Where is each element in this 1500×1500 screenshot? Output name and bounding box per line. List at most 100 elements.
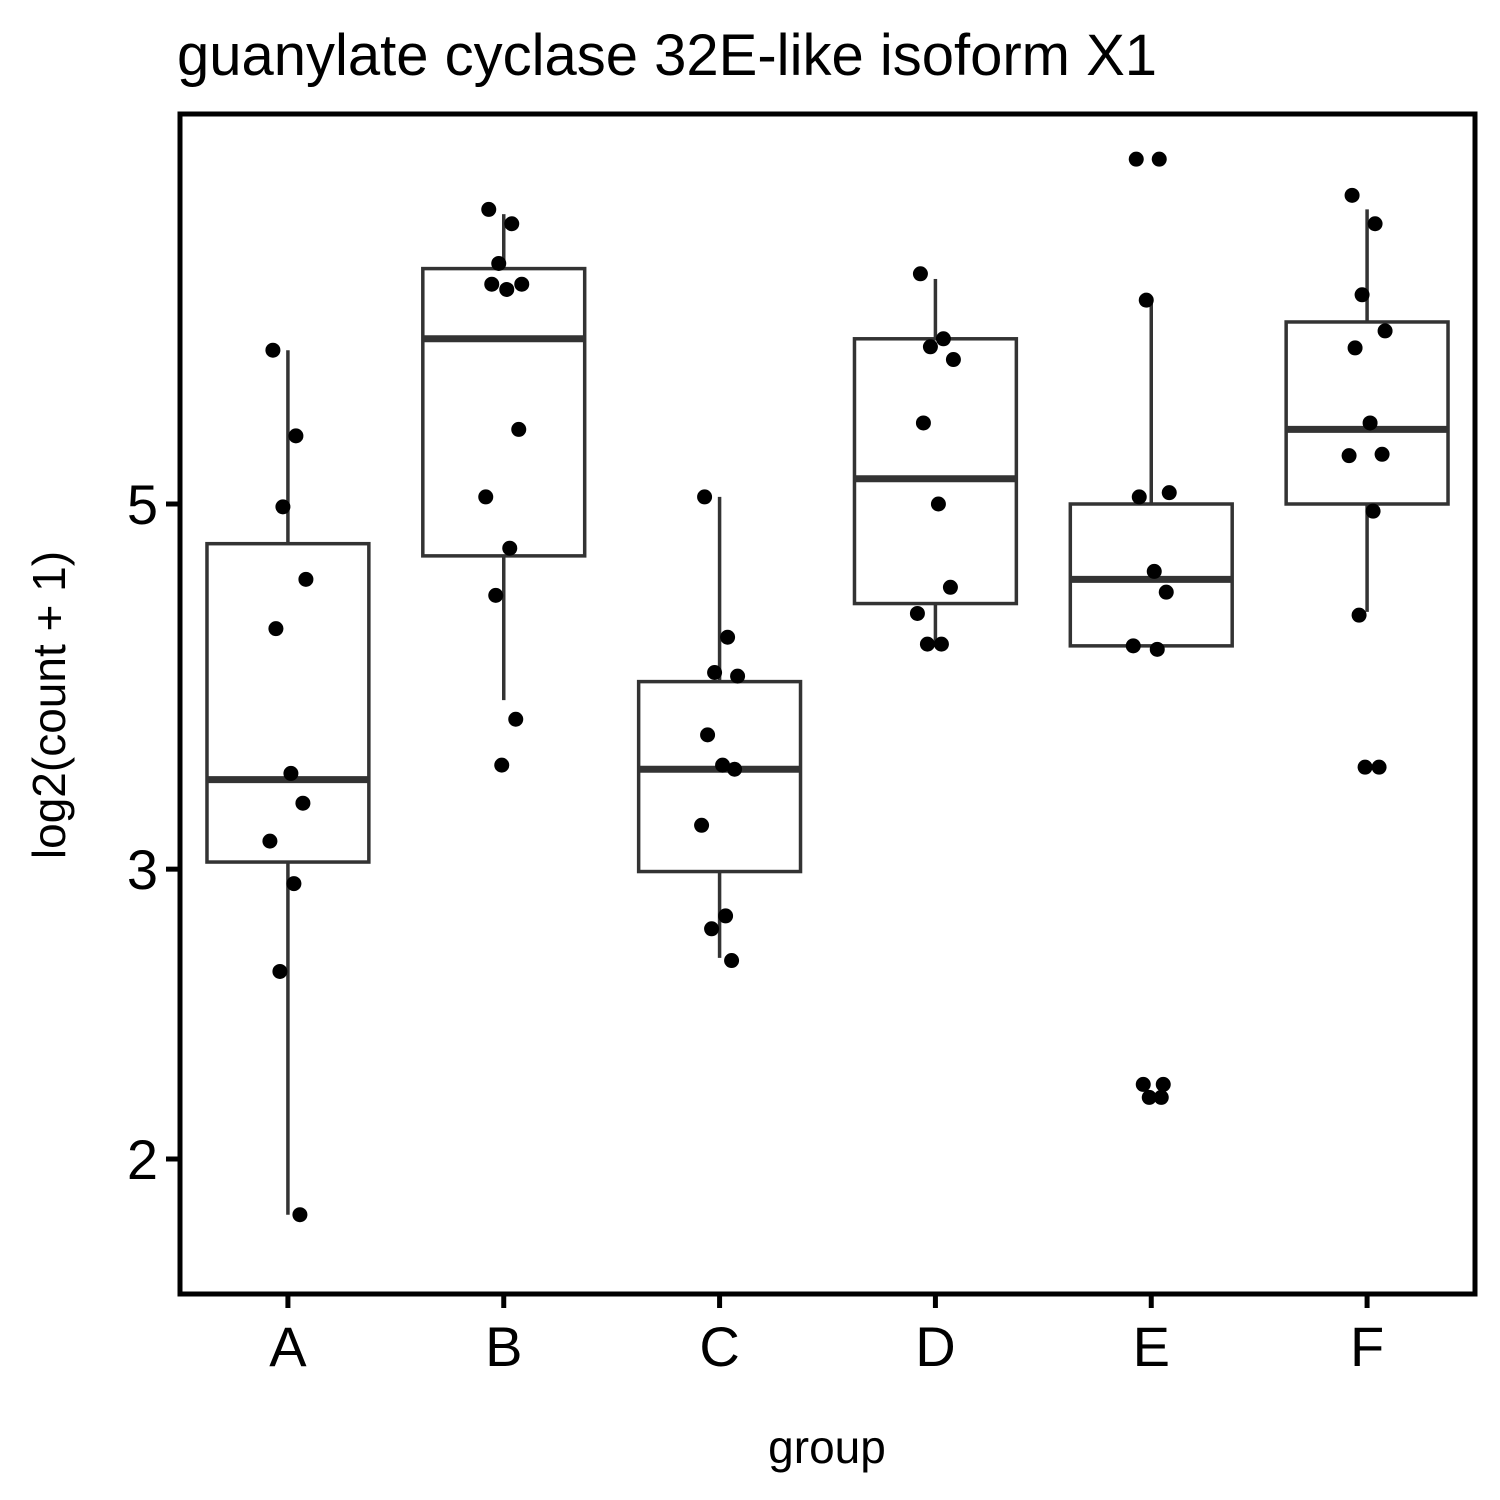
data-point <box>1138 292 1154 308</box>
data-point <box>499 281 515 297</box>
data-point <box>1351 607 1367 623</box>
data-point <box>919 636 935 652</box>
data-point <box>1135 1076 1151 1092</box>
boxes-layer <box>205 209 1450 1215</box>
points-group-a <box>262 342 314 1223</box>
data-point <box>484 276 500 292</box>
x-tick-label: A <box>269 1315 307 1378</box>
data-point <box>1128 151 1144 167</box>
data-point <box>915 415 931 431</box>
data-point <box>704 921 720 937</box>
box-iqr <box>1284 320 1450 506</box>
data-point <box>481 201 497 217</box>
points-group-b <box>478 201 530 773</box>
data-point <box>488 587 504 603</box>
box-group-d <box>852 278 1019 646</box>
x-tick-label: F <box>1350 1315 1384 1378</box>
data-point <box>504 216 520 232</box>
data-point <box>511 421 527 437</box>
data-point <box>1367 216 1383 232</box>
points-group-d <box>909 266 961 652</box>
data-point <box>1158 584 1174 600</box>
data-point <box>720 629 736 645</box>
data-point <box>1344 187 1360 203</box>
data-point <box>508 711 524 727</box>
data-point <box>930 496 946 512</box>
data-point <box>262 833 278 849</box>
chart-title: guanylate cyclase 32E-like isoform X1 <box>177 23 1157 88</box>
data-point <box>1374 446 1390 462</box>
data-point <box>265 342 281 358</box>
y-tick-label: 2 <box>127 1128 158 1191</box>
data-point <box>912 266 928 282</box>
data-point <box>715 757 731 773</box>
data-point <box>295 795 311 811</box>
data-point <box>1377 323 1393 339</box>
data-point <box>286 876 302 892</box>
data-point <box>292 1207 308 1223</box>
points-group-e <box>1125 151 1177 1105</box>
x-axis: A B C D E F <box>269 1294 1384 1378</box>
box-group-a <box>205 350 371 1215</box>
data-point <box>1341 448 1357 464</box>
data-point <box>491 255 507 271</box>
data-point <box>283 765 299 781</box>
data-point <box>1371 759 1387 775</box>
points-group-f <box>1341 187 1393 775</box>
x-tick-label: D <box>915 1315 955 1378</box>
y-tick-label: 5 <box>127 473 158 536</box>
points-group-c <box>694 489 746 969</box>
data-point <box>1141 1089 1157 1105</box>
data-point <box>514 276 530 292</box>
data-point <box>272 963 288 979</box>
data-point <box>697 489 713 505</box>
y-tick-label: 3 <box>127 838 158 901</box>
data-point <box>1149 641 1165 657</box>
x-tick-label: E <box>1133 1315 1170 1378</box>
x-tick-label: C <box>699 1315 739 1378</box>
data-point <box>1347 340 1363 356</box>
data-point <box>694 817 710 833</box>
data-point <box>1362 415 1378 431</box>
data-point <box>945 352 961 368</box>
data-point <box>1153 1089 1169 1105</box>
x-axis-title: group <box>768 1421 886 1473</box>
data-point <box>1357 759 1373 775</box>
data-point <box>502 540 518 556</box>
data-point <box>268 621 284 637</box>
plot-panel <box>177 111 1478 1297</box>
box-group-b <box>421 214 587 701</box>
data-point <box>1365 503 1381 519</box>
data-point <box>1354 287 1370 303</box>
data-point <box>288 428 304 444</box>
data-point <box>700 727 716 743</box>
box-group-f <box>1284 209 1450 612</box>
data-point <box>718 908 734 924</box>
data-point <box>707 665 723 681</box>
box-iqr <box>636 679 803 874</box>
data-point <box>1155 1076 1171 1092</box>
box-iqr <box>205 541 371 864</box>
y-axis: 2 3 5 <box>127 473 180 1191</box>
data-point <box>730 668 746 684</box>
x-tick-label: B <box>485 1315 522 1378</box>
y-axis-title: log2(count + 1) <box>23 551 75 859</box>
data-point <box>942 579 958 595</box>
data-point <box>275 499 291 515</box>
data-point <box>922 339 938 355</box>
data-point <box>298 571 314 587</box>
box-iqr <box>852 337 1019 606</box>
points-layer <box>262 151 1393 1223</box>
data-point <box>1146 563 1162 579</box>
box-iqr <box>1068 502 1234 648</box>
data-point <box>724 953 740 969</box>
box-iqr <box>421 266 587 558</box>
data-point <box>727 761 743 777</box>
data-point <box>1161 485 1177 501</box>
data-point <box>478 489 494 505</box>
data-point <box>1151 151 1167 167</box>
data-point <box>909 605 925 621</box>
data-point <box>933 636 949 652</box>
box-group-e <box>1068 300 1234 648</box>
